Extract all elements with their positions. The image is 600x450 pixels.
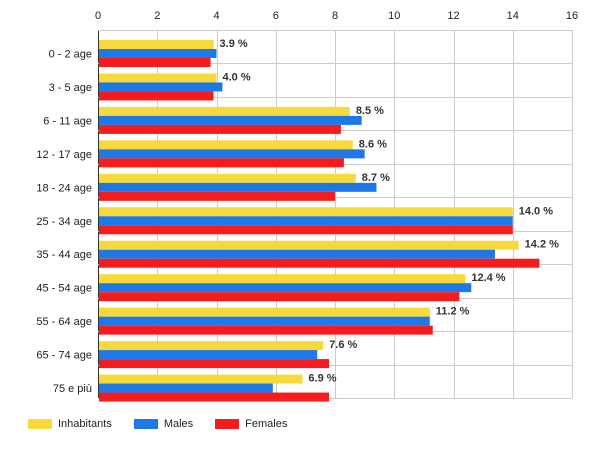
bar-females <box>99 191 335 201</box>
bar-females <box>99 91 214 101</box>
x-tick-label: 12 <box>447 10 459 22</box>
legend-label: Females <box>245 418 288 430</box>
data-label: 4.0 % <box>223 71 251 83</box>
category-label: 25 - 34 age <box>36 216 92 228</box>
category-labels: 0 - 2 age 3 - 5 age 6 - 11 age 12 - 17 age 1… <box>36 49 92 396</box>
bar-males <box>99 249 495 259</box>
bar-males <box>99 182 377 192</box>
legend-item-males: Males <box>133 418 194 430</box>
bar-males <box>99 350 318 360</box>
bar-females <box>99 225 513 235</box>
bar-females <box>99 258 540 268</box>
bar-females <box>99 158 344 168</box>
category-label: 45 - 54 age <box>36 283 92 295</box>
bar-females <box>99 58 211 67</box>
category-label: 75 e più <box>53 383 92 395</box>
category-label: 18 - 24 age <box>36 182 92 194</box>
data-labels: 3.9 % 4.0 % 8.5 % 8.6 % 8.7 % 14.0 % 14.2 % 12.… <box>220 38 560 385</box>
data-label: 12.4 % <box>471 272 505 284</box>
x-tick-label: 10 <box>388 10 400 22</box>
bar-females <box>99 292 460 302</box>
legend-item-inhabitants: Inhabitants <box>28 418 112 430</box>
legend-swatch <box>215 419 240 429</box>
x-tick-label: 2 <box>154 10 160 22</box>
bar-males <box>99 216 513 226</box>
x-axis-ticks: 0 2 4 6 8 10 12 14 16 <box>95 10 578 22</box>
bar-males <box>99 316 430 326</box>
x-tick-label: 0 <box>95 10 101 22</box>
category-label: 12 - 17 age <box>36 149 92 161</box>
data-label: 8.7 % <box>362 172 390 184</box>
category-label: 3 - 5 age <box>49 82 92 94</box>
bar-females <box>99 124 341 134</box>
bar-males <box>99 383 273 393</box>
legend-label: Males <box>163 418 194 430</box>
bar-inhabitants <box>99 341 324 351</box>
category-label: 35 - 44 age <box>36 249 92 261</box>
data-label: 8.6 % <box>359 138 387 150</box>
data-label: 6.9 % <box>308 373 336 385</box>
category-label: 0 - 2 age <box>49 49 92 61</box>
bar-males <box>99 82 223 92</box>
bar-males <box>99 115 362 125</box>
bar-inhabitants <box>99 240 519 250</box>
bar-females <box>99 392 330 402</box>
data-label: 14.0 % <box>519 205 553 217</box>
bar-inhabitants <box>99 173 356 183</box>
bar-inhabitants <box>99 274 466 284</box>
legend-swatch <box>28 419 52 429</box>
data-label: 14.2 % <box>525 239 559 251</box>
category-label: 65 - 74 age <box>36 350 92 362</box>
legend-label: Inhabitants <box>58 418 112 430</box>
bar-inhabitants <box>99 374 303 384</box>
legend-swatch <box>133 419 158 429</box>
data-label: 7.6 % <box>329 339 357 351</box>
category-label: 6 - 11 age <box>43 115 92 127</box>
bar-inhabitants <box>99 140 353 150</box>
bar-inhabitants <box>99 207 513 217</box>
x-tick-label: 6 <box>273 10 279 22</box>
data-label: 3.9 % <box>220 38 248 50</box>
bar-inhabitants <box>99 73 217 83</box>
bar-males <box>99 283 472 293</box>
bar-inhabitants <box>99 40 214 49</box>
bar-females <box>99 359 330 369</box>
legend: Inhabitants Males Females <box>28 418 309 430</box>
bar-inhabitants <box>99 106 350 116</box>
bar-inhabitants <box>99 307 430 317</box>
bar-males <box>99 49 217 58</box>
bars <box>99 40 540 402</box>
x-tick-label: 8 <box>332 10 338 22</box>
x-tick-label: 16 <box>566 10 578 22</box>
data-label: 11.2 % <box>436 306 470 318</box>
bar-females <box>99 325 433 335</box>
legend-item-females: Females <box>215 418 287 430</box>
x-tick-label: 4 <box>213 10 219 22</box>
x-tick-label: 14 <box>507 10 519 22</box>
bar-males <box>99 149 365 159</box>
category-label: 55 - 64 age <box>36 316 92 328</box>
data-label: 8.5 % <box>356 105 384 117</box>
